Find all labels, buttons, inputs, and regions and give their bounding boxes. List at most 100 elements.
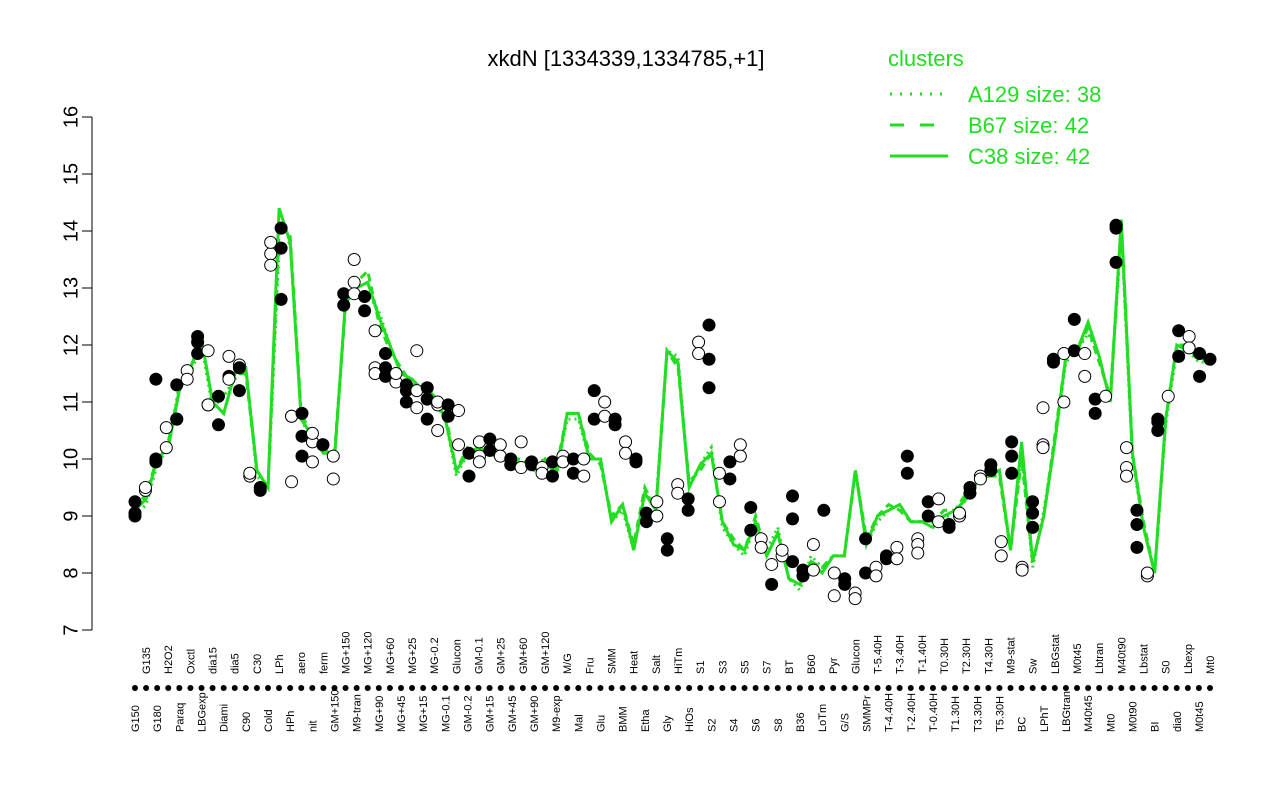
x-tick — [575, 685, 582, 691]
data-point — [786, 512, 800, 526]
x-tick — [730, 685, 737, 691]
x-tick — [785, 685, 792, 691]
x-tick — [663, 685, 670, 691]
data-point — [159, 421, 173, 435]
x-tick — [1184, 685, 1191, 691]
x-tick-label: BT — [784, 660, 796, 674]
x-tick — [320, 685, 327, 691]
data-point — [692, 347, 706, 361]
data-point — [1109, 221, 1123, 235]
x-tick-label: T1.30H — [950, 696, 962, 732]
x-tick — [1074, 685, 1081, 691]
x-tick-label: M40t45 — [1083, 695, 1095, 732]
x-tick — [220, 685, 227, 691]
data-point — [900, 466, 914, 480]
data-point — [1046, 352, 1060, 366]
data-point — [1026, 520, 1040, 534]
data-point — [378, 347, 392, 361]
x-tick — [597, 685, 604, 691]
x-tick — [508, 685, 515, 691]
x-axis: G150 G135 G180 H2O2 Paraq Oxctl LBGexp dia15 Dia… — [130, 632, 1217, 733]
x-tick-label: M0t45 — [1072, 643, 1084, 674]
x-tick — [686, 685, 693, 691]
data-point — [201, 344, 215, 358]
x-tick — [553, 685, 560, 691]
data-point — [368, 324, 382, 338]
data-point — [1130, 540, 1144, 554]
data-point — [911, 546, 925, 560]
x-tick-label: Mt0 — [1105, 714, 1117, 732]
x-tick-label: S6 — [751, 719, 763, 732]
x-tick-label: S7 — [762, 661, 774, 674]
data-point — [222, 372, 236, 386]
data-point — [942, 520, 956, 534]
data-point — [953, 506, 967, 520]
data-point — [660, 543, 674, 557]
data-point — [963, 481, 977, 494]
data-point — [1140, 566, 1154, 580]
data-point — [827, 566, 841, 580]
data-point — [128, 509, 142, 523]
x-tick — [1107, 685, 1114, 691]
x-tick-label: B36 — [795, 712, 807, 732]
data-point — [1099, 389, 1113, 403]
data-point — [712, 495, 726, 509]
x-tick — [397, 685, 404, 691]
x-tick-label: MG+60 — [385, 638, 397, 674]
x-tick — [231, 685, 238, 691]
x-tick — [442, 685, 449, 691]
data-point — [1005, 466, 1019, 480]
x-tick-label: MG+150 — [341, 632, 353, 675]
data-point — [806, 538, 820, 551]
x-tick — [619, 685, 626, 691]
data-point — [681, 492, 695, 506]
x-tick — [143, 685, 150, 691]
data-point — [859, 532, 873, 546]
data-point — [702, 318, 716, 332]
x-tick — [1007, 685, 1014, 691]
x-tick — [342, 685, 349, 691]
data-point — [671, 486, 685, 500]
y-tick-label: 13 — [60, 277, 82, 299]
data-point — [712, 466, 726, 480]
x-tick — [752, 685, 759, 691]
x-tick — [309, 685, 316, 691]
x-tick-label: T-5.40H — [873, 635, 885, 674]
x-tick — [187, 685, 194, 691]
x-tick — [652, 685, 659, 691]
data-point — [838, 577, 852, 591]
data-point — [1130, 518, 1144, 532]
x-tick-label: M/G — [562, 653, 574, 674]
x-tick-label: dia15 — [208, 647, 220, 674]
x-tick — [608, 685, 615, 691]
x-tick-label: BI — [1150, 722, 1162, 732]
data-point — [1005, 435, 1019, 449]
data-point — [149, 372, 163, 386]
x-tick — [353, 685, 360, 691]
x-tick-label: Glu — [595, 715, 607, 732]
x-tick-label: T-3.40H — [895, 635, 907, 674]
data-point — [441, 409, 455, 423]
x-tick — [885, 685, 892, 691]
y-tick-label: 8 — [60, 567, 82, 578]
x-tick — [242, 685, 249, 691]
data-point — [733, 449, 747, 463]
data-point — [587, 384, 601, 398]
x-tick — [287, 685, 294, 691]
x-tick-label: S1 — [695, 661, 707, 674]
x-tick-label: aero — [296, 652, 308, 674]
x-tick — [464, 685, 471, 691]
x-tick-label: M9-stat — [1006, 637, 1018, 674]
data-point — [775, 543, 789, 557]
x-tick — [420, 685, 427, 691]
x-tick-label: H2O2 — [163, 645, 175, 674]
data-point — [1036, 401, 1050, 415]
legend-label: A129 size: 38 — [968, 82, 1101, 107]
x-tick — [1207, 685, 1213, 691]
x-tick-label: Etha — [640, 708, 652, 732]
data-point — [545, 469, 559, 483]
x-tick-label: M0t90 — [1127, 701, 1139, 732]
x-tick — [530, 685, 537, 691]
x-tick-label: M40t90 — [1116, 637, 1128, 674]
